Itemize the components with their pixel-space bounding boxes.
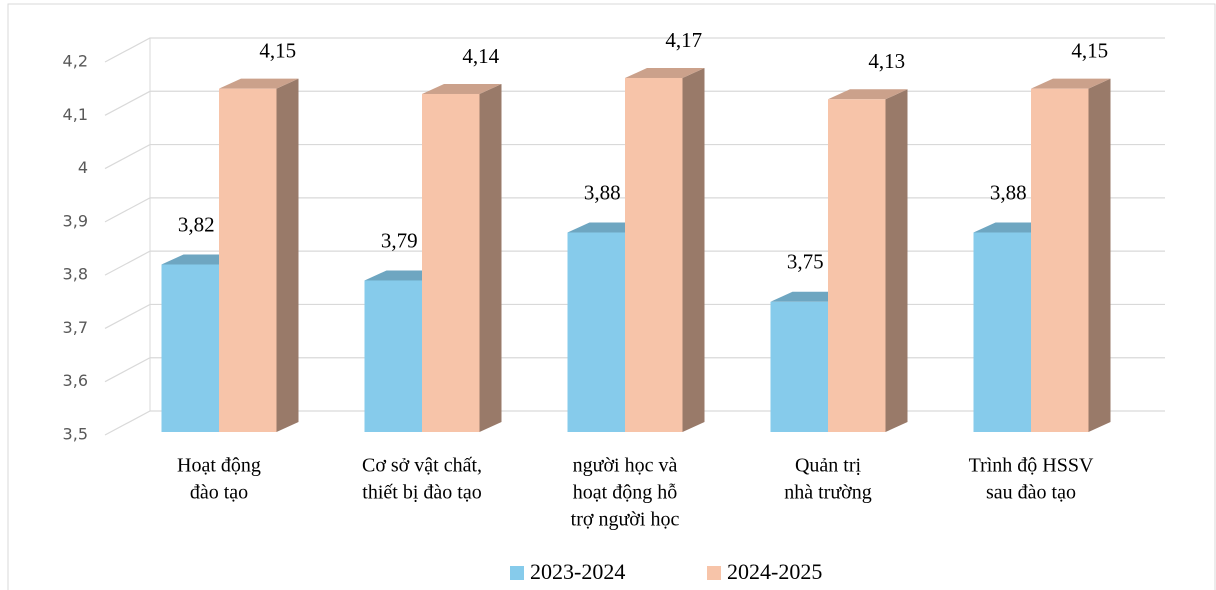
x-tick-label: người học và <box>573 455 678 477</box>
bar <box>219 88 277 433</box>
x-tick-label: Cơ sở vật chất, <box>362 455 482 477</box>
y-tick-label: 4 <box>78 158 88 177</box>
data-label: 4,15 <box>259 38 296 62</box>
x-tick-label: Hoạt động <box>177 455 261 477</box>
y-tick-label: 3,8 <box>63 265 88 284</box>
legend-label: 2023-2024 <box>530 559 625 584</box>
bar-side <box>1088 78 1111 433</box>
bar <box>1031 88 1089 433</box>
bar <box>625 77 683 432</box>
data-label: 3,82 <box>178 212 215 236</box>
y-tick-label: 3,7 <box>63 318 88 337</box>
bar-side <box>682 67 705 432</box>
data-label: 3,88 <box>584 180 621 204</box>
x-tick-label: nhà trường <box>784 482 872 504</box>
data-label: 3,88 <box>990 180 1027 204</box>
bar-side <box>885 89 908 433</box>
bar <box>364 280 422 432</box>
x-tick-label: thiết bị đào tạo <box>362 482 481 504</box>
bar <box>770 301 828 432</box>
bar <box>161 264 219 432</box>
x-tick-label: trợ người học <box>571 509 680 531</box>
data-label: 4,13 <box>868 49 905 73</box>
x-tick-label: sau đào tạo <box>986 482 1076 504</box>
x-tick-label: hoạt động hỗ <box>573 482 677 504</box>
data-label: 4,15 <box>1071 38 1108 62</box>
bar <box>567 232 625 432</box>
bar-top <box>422 83 502 94</box>
y-tick-label: 3,9 <box>63 211 88 230</box>
y-tick-label: 3,5 <box>63 425 88 444</box>
bar <box>422 93 480 432</box>
y-tick-label: 4,1 <box>63 105 88 124</box>
x-tick-label: Trình độ HSSV <box>969 455 1094 477</box>
data-label: 3,79 <box>381 228 418 252</box>
legend-swatch <box>707 566 721 580</box>
x-tick-label: Quản trị <box>795 455 862 477</box>
data-label: 4,17 <box>665 28 702 52</box>
bar-top <box>219 78 299 89</box>
y-tick-label: 4,2 <box>63 52 88 71</box>
bar-top <box>828 89 908 100</box>
bar-top <box>1031 78 1111 89</box>
bar-side <box>276 78 299 433</box>
y-tick-label: 3,6 <box>63 371 88 390</box>
chart-border <box>7 3 1216 590</box>
data-label: 3,75 <box>787 250 824 274</box>
legend-label: 2024-2025 <box>727 559 822 584</box>
bar-top <box>625 67 705 78</box>
data-label: 4,14 <box>462 44 499 68</box>
bar <box>828 99 886 433</box>
bar <box>973 232 1031 432</box>
bar-side <box>479 83 502 432</box>
legend-swatch <box>510 566 524 580</box>
x-tick-label: đào tạo <box>190 482 248 504</box>
